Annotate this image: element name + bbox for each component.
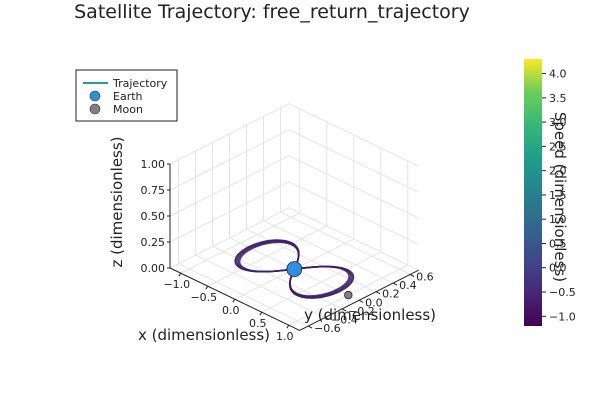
y-tick-mark [307,325,313,329]
colorbar-tick-label: 0.5 [549,237,567,250]
x-tick-label: 0.0 [222,304,240,317]
y-tick-mark [392,282,398,286]
grid-side-z [169,155,290,217]
colorbar-tick-label: 0.0 [549,262,567,275]
grid-side-z [169,129,290,191]
grid-wall-z [288,207,419,271]
x-axis-label: x (dimensionless) [138,326,270,344]
grid-side-z [169,103,290,165]
x-tick-mark [259,311,263,316]
legend-moon-marker [89,103,101,115]
legend-moon-label: Moon [113,103,143,116]
y-tick-mark [341,308,347,312]
colorbar-tick-label: 2.0 [549,165,567,178]
earth-marker [286,261,303,278]
z-tick-label: 0.50 [141,210,166,223]
grid-floor-y [212,246,343,310]
grid-side-z [169,207,290,269]
y-tick-label: 0.6 [416,271,434,284]
y-tick-label: 0.2 [382,288,400,301]
y-tick-label: 0.0 [365,296,383,309]
grid-floor-y [195,254,326,318]
grid-floor-y [280,211,411,275]
colorbar-tick-label: 4.0 [549,68,567,81]
chart-title: Satellite Trajectory: free_return_trajec… [74,1,470,23]
legend: Trajectory Earth Moon [75,69,178,122]
y-tick-mark [409,274,415,277]
x-tick-mark [178,272,182,277]
y-tick-mark [375,291,381,295]
colorbar-label: Speed (dimensionless) [551,112,569,282]
grid-floor-y [246,228,377,293]
z-tick-label: 1.00 [141,158,166,171]
z-tick-label: 0.75 [141,184,166,197]
axes-layer: −1.0−0.50.00.51.0−0.6−0.4−0.20.00.20.40.… [141,158,434,343]
colorbar-tick-label: 2.5 [549,140,567,153]
x-tick-mark [232,298,236,303]
z-axis-label: z (dimensionless) [108,136,126,267]
grid-wall-z [288,155,419,219]
x-tick-label: −1.0 [163,278,190,291]
grid-floor-y [178,263,309,327]
y-axis-label: y (dimensionless) [304,306,436,324]
grid-layer [169,103,419,327]
y-tick-mark [324,317,330,320]
colorbar-tick-label: −1.0 [549,310,576,323]
y-tick-label: −0.4 [331,314,358,327]
x-tick-label: −0.5 [190,291,217,304]
x-tick-label: 0.5 [249,317,267,330]
data-layer [234,239,355,300]
trajectory-path [238,241,350,297]
z-tick-label: 0.00 [141,262,166,275]
x-tick-mark [286,324,290,329]
colorbar-tick-label: 1.5 [549,189,567,202]
colorbar-tick-label: −0.5 [549,286,576,299]
y-tick-label: −0.6 [314,322,341,335]
x-tick-mark [205,285,209,290]
grid-wall-z [288,129,419,193]
colorbar-tick-label: 3.0 [549,116,567,129]
legend-earth-marker [89,90,101,102]
legend-earth-label: Earth [113,90,143,103]
colorbar-tick-label: 3.5 [549,92,567,105]
colorbar: −1.0 −0.5 0.0 0.5 1.0 1.5 2.0 2.5 3.0 3.5 4.0 Spee… [524,59,576,326]
x-tick-label: 1.0 [276,330,294,343]
colorbar-gradient [524,59,542,326]
grid-wall-z [288,181,419,245]
grid-side-z [169,181,290,243]
colorbar-tick-label: 1.0 [549,213,567,226]
y-tick-label: 0.4 [399,279,417,292]
legend-trajectory-label: Trajectory [112,77,168,90]
colorbar-ticks: −1.0 −0.5 0.0 0.5 1.0 1.5 2.0 2.5 3.0 3.5 4.0 [542,68,576,323]
z-tick-label: 0.25 [141,236,166,249]
grid-wall-z [288,103,419,167]
y-tick-mark [358,299,364,303]
moon-marker [344,290,353,300]
y-tick-label: −0.2 [348,305,375,318]
grid-floor-y [263,220,394,284]
